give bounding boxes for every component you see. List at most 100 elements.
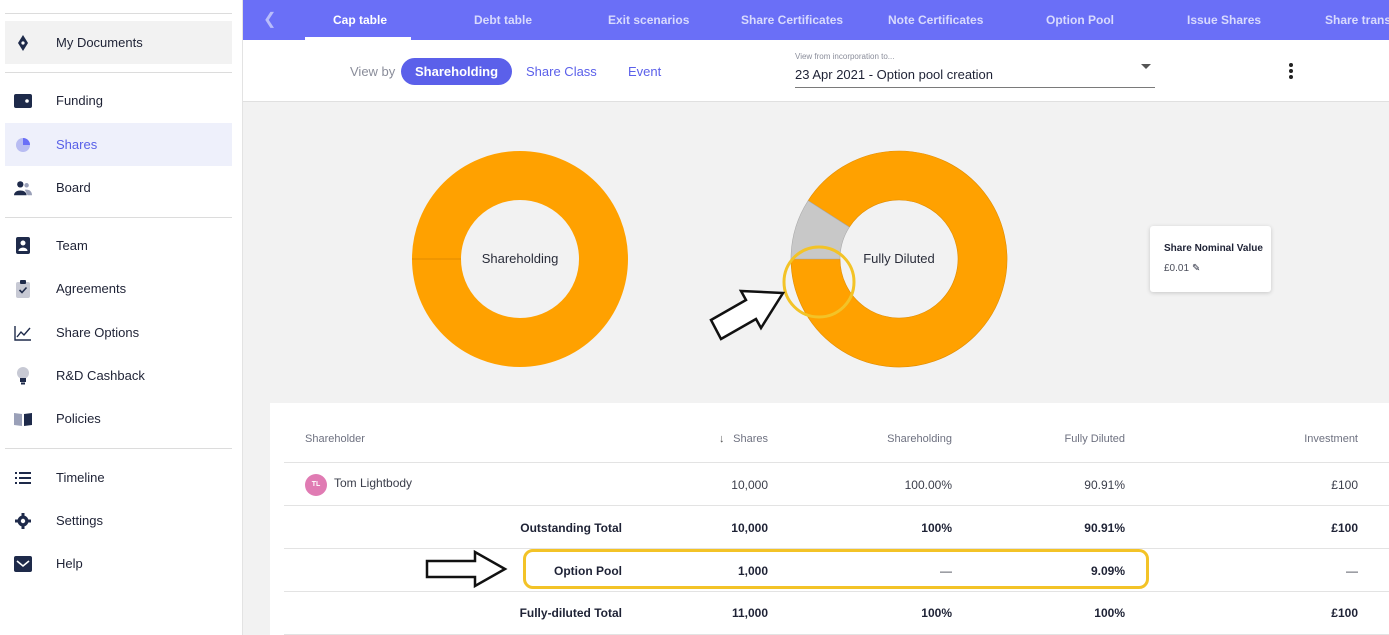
option-pool-shares: 1,000 — [737, 564, 768, 578]
lightbulb-icon — [14, 366, 32, 385]
sidebar-item-label: My Documents — [56, 35, 143, 50]
tab-exit-scenarios[interactable]: Exit scenarios — [608, 13, 690, 27]
wallet-icon — [14, 92, 32, 110]
sidebar-item-rd-cashback[interactable]: R&D Cashback — [5, 354, 232, 397]
sidebar: My Documents Funding Shares Board Team A… — [0, 0, 243, 635]
sort-arrow-down-icon[interactable]: ↓ — [719, 433, 725, 445]
option-pool-row-highlight — [523, 549, 1149, 589]
chat-icon — [14, 555, 32, 573]
sidebar-item-board[interactable]: Board — [5, 166, 232, 209]
active-tab-indicator — [305, 37, 411, 40]
sidebar-item-label: Share Options — [56, 325, 140, 340]
sidebar-item-label: Shares — [56, 137, 98, 152]
fully-diluted-total-shareholding: 100% — [921, 606, 952, 620]
sidebar-item-shares[interactable]: Shares — [5, 123, 232, 166]
fully-diluted-donut — [790, 150, 1008, 368]
header-investment[interactable]: Investment — [1304, 433, 1358, 445]
shareholder-name[interactable]: Tom Lightbody — [334, 476, 413, 490]
cap-table: Shareholder ↓ Shares Shareholding Fully … — [270, 403, 1389, 635]
header-shareholder[interactable]: Shareholder — [305, 433, 365, 445]
fully-diluted-total-label: Fully-diluted Total — [519, 606, 622, 620]
charts-area — [412, 150, 1008, 368]
tab-debt-table[interactable]: Debt table — [474, 13, 533, 27]
share-nominal-value-card: Share Nominal Value £0.01 ✎ — [1150, 226, 1271, 292]
outstanding-investment: £100 — [1331, 521, 1358, 535]
clipboard-check-icon — [14, 279, 32, 298]
sidebar-divider — [5, 448, 232, 449]
holder-shareholding: 100.00% — [904, 478, 952, 492]
cap-table-tabbar: ❮ Cap table Debt table Exit scenarios Sh… — [243, 0, 1389, 40]
select-value: 23 Apr 2021 - Option pool creation — [795, 67, 994, 82]
sidebar-item-timeline[interactable]: Timeline — [5, 456, 232, 499]
view-by-event-button[interactable]: Event — [628, 64, 662, 79]
sidebar-divider — [5, 217, 232, 218]
view-by-bar: View by Shareholding Share Class Event V… — [243, 40, 1389, 102]
sidebar-item-team[interactable]: Team — [5, 224, 232, 267]
outstanding-shareholding: 100% — [921, 521, 952, 535]
holder-shares: 10,000 — [731, 478, 768, 492]
view-by-share-class-button[interactable]: Share Class — [526, 64, 597, 79]
sidebar-item-label: Agreements — [56, 281, 127, 296]
sidebar-item-help[interactable]: Help — [5, 542, 232, 585]
more-vertical-icon[interactable] — [1283, 60, 1299, 82]
sidebar-item-settings[interactable]: Settings — [5, 499, 232, 542]
option-pool-fully-diluted: 9.09% — [1090, 564, 1125, 578]
gear-icon — [14, 512, 32, 530]
event-date-select[interactable]: View from incorporation to... 23 Apr 202… — [795, 49, 1155, 88]
avatar: TL — [305, 474, 327, 496]
view-by-shareholding-button[interactable]: Shareholding — [401, 58, 513, 85]
list-icon — [14, 469, 32, 487]
row-divider — [284, 505, 1389, 506]
nominal-value-title: Share Nominal Value — [1164, 243, 1263, 254]
outstanding-fully-diluted: 90.91% — [1084, 521, 1125, 535]
id-badge-icon — [14, 237, 32, 255]
header-fully-diluted[interactable]: Fully Diluted — [1064, 433, 1125, 445]
donut-slice-tom-lightbody[interactable] — [790, 150, 1008, 368]
sidebar-item-label: R&D Cashback — [56, 368, 145, 383]
tab-option-pool[interactable]: Option Pool — [1046, 13, 1114, 27]
row-divider — [284, 548, 1389, 549]
row-divider — [284, 462, 1389, 463]
fully-diluted-total-shares: 11,000 — [731, 606, 768, 620]
fully-diluted-total-fully-diluted: 100% — [1094, 606, 1125, 620]
outstanding-shares: 10,000 — [731, 521, 768, 535]
arrow-right-icon — [425, 549, 508, 589]
pen-nib-icon — [14, 34, 32, 52]
pencil-icon[interactable]: ✎ — [1192, 263, 1201, 274]
view-by-label: View by — [350, 64, 396, 79]
arrow-icon — [709, 289, 786, 341]
header-shares[interactable]: Shares — [733, 433, 768, 445]
tab-share-certificates[interactable]: Share Certificates — [741, 13, 844, 27]
sidebar-item-policies[interactable]: Policies — [5, 397, 232, 440]
sidebar-item-label: Settings — [56, 513, 103, 528]
shareholding-donut — [412, 151, 628, 367]
sidebar-item-label: Team — [56, 238, 88, 253]
caret-down-icon — [1141, 64, 1151, 69]
sidebar-item-label: Board — [56, 180, 91, 195]
nominal-value: £0.01 — [1164, 263, 1190, 274]
chevron-left-icon[interactable]: ❮ — [263, 11, 277, 28]
sidebar-item-funding[interactable]: Funding — [5, 79, 232, 122]
tab-cap-table[interactable]: Cap table — [333, 13, 388, 27]
book-icon — [14, 410, 32, 428]
fully-diluted-total-investment: £100 — [1331, 606, 1358, 620]
line-chart-icon — [14, 324, 32, 342]
sidebar-item-my-documents[interactable]: My Documents — [5, 21, 232, 64]
header-shareholding[interactable]: Shareholding — [887, 433, 952, 445]
holder-investment: £100 — [1331, 478, 1358, 492]
tab-issue-shares[interactable]: Issue Shares — [1187, 13, 1262, 27]
sidebar-item-share-options[interactable]: Share Options — [5, 311, 232, 354]
option-pool-shareholding: — — [940, 564, 952, 578]
select-caption: View from incorporation to... — [795, 52, 895, 61]
option-pool-label: Option Pool — [554, 564, 622, 578]
sidebar-item-label: Policies — [56, 411, 101, 426]
row-divider — [284, 591, 1389, 592]
tab-note-certificates[interactable]: Note Certificates — [888, 13, 984, 27]
option-pool-investment: — — [1346, 564, 1358, 578]
sidebar-divider — [5, 13, 232, 14]
tab-share-transfers[interactable]: Share transfers — [1325, 13, 1389, 27]
sidebar-divider — [5, 72, 232, 73]
sidebar-item-label: Timeline — [56, 470, 105, 485]
sidebar-item-agreements[interactable]: Agreements — [5, 267, 232, 310]
shareholding-donut-label: Shareholding — [481, 251, 559, 266]
